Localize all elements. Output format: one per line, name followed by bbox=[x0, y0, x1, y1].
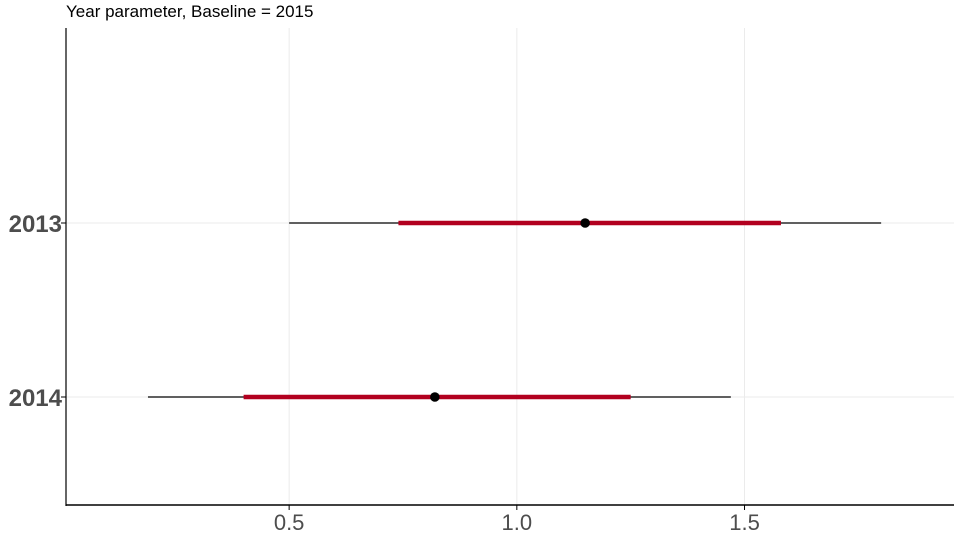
y-tick-label-2013: 2013 bbox=[9, 211, 62, 238]
x-tick-label-0: 0.5 bbox=[274, 510, 305, 535]
y-tick-label-2014: 2014 bbox=[9, 385, 63, 412]
estimate-point-2013 bbox=[580, 218, 590, 228]
x-tick-label-1: 1.0 bbox=[502, 510, 533, 535]
x-tick-label-2: 1.5 bbox=[729, 510, 760, 535]
chart-title: Year parameter, Baseline = 2015 bbox=[66, 2, 314, 21]
estimate-point-2014 bbox=[430, 392, 440, 402]
